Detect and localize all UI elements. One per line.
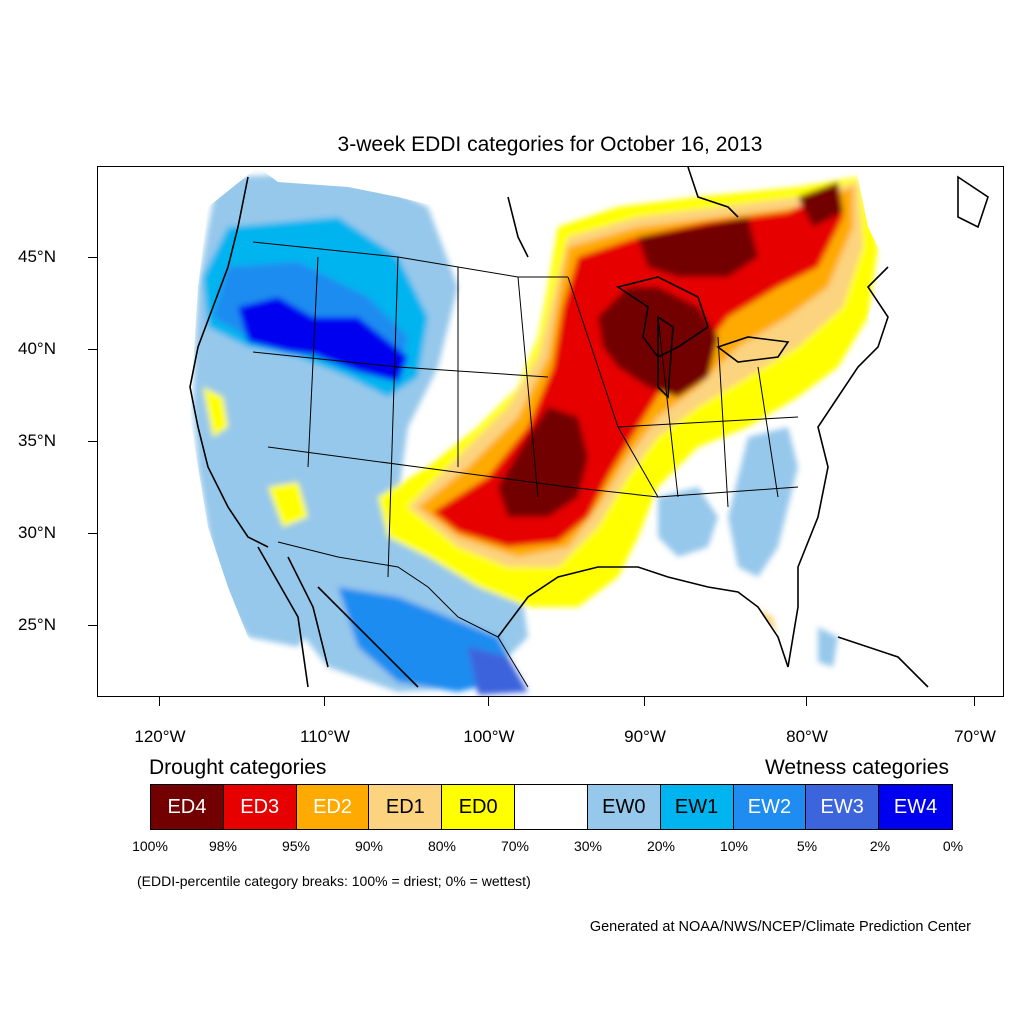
lon-label-110: 110°W <box>300 727 350 746</box>
region-ew3-gulf <box>468 647 528 695</box>
cuba <box>837 636 929 688</box>
outside-mask <box>98 167 1003 696</box>
pacific-coast <box>189 176 269 548</box>
lon-tick <box>324 697 325 706</box>
lat-tick <box>88 533 97 534</box>
lon-label-70: 70°W <box>954 727 996 746</box>
legend-percent-label: 10% <box>719 838 749 854</box>
legend-percent-label: 0% <box>942 838 964 854</box>
legend-category-ew1: EW1 <box>660 785 734 829</box>
region-ed4-north <box>638 217 758 277</box>
credit-text: Generated at NOAA/NWS/NCEP/Climate Predi… <box>589 919 971 935</box>
legend-percent-label: 2% <box>869 838 891 854</box>
lon-tick <box>644 697 645 706</box>
hudson-bay <box>687 167 739 218</box>
lat-label-40: 40°N <box>18 339 56 358</box>
gulf-coast <box>497 566 789 668</box>
great-lakes <box>616 276 790 399</box>
coastlines <box>189 167 989 688</box>
lat-tick <box>88 257 97 258</box>
legend-percent-label: 90% <box>354 838 384 854</box>
region-ew0-southeast2 <box>658 487 718 557</box>
baja-coast <box>257 546 329 688</box>
lat-tick <box>88 349 97 350</box>
lon-label-90: 90°W <box>624 727 666 746</box>
legend-category-ed2: ED2 <box>296 785 370 829</box>
map-frame <box>97 166 1004 697</box>
legend-drought-title: Drought categories <box>149 756 327 779</box>
legend-category-ew3: EW3 <box>806 785 880 829</box>
eddi-map <box>98 167 1003 696</box>
lon-label-80: 80°W <box>786 727 828 746</box>
legend-category-ed1: ED1 <box>369 785 443 829</box>
atlantic-coast <box>787 266 889 668</box>
legend-percent-label: 95% <box>281 838 311 854</box>
region-ew0-florida <box>818 627 838 667</box>
lat-label-25: 25°N <box>18 615 56 634</box>
legend-percent-label: 80% <box>427 838 457 854</box>
region-ed4-canada <box>798 182 843 227</box>
legend-category-ew2: EW2 <box>733 785 807 829</box>
lon-tick <box>806 697 807 706</box>
legend-category-neutral <box>515 785 588 829</box>
legend-percent-label: 5% <box>796 838 818 854</box>
lake-winnipeg <box>507 196 529 258</box>
lat-tick <box>88 625 97 626</box>
breaks-note: (EDDI-percentile category breaks: 100% =… <box>137 873 531 889</box>
region-ed4-plains <box>498 407 588 517</box>
legend-color-bar: ED4 ED3 ED2 ED1 ED0 EW0 EW1 EW2 EW3 EW4 <box>150 784 953 830</box>
legend-category-ew0: EW0 <box>587 785 661 829</box>
lat-label-30: 30°N <box>18 523 56 542</box>
region-ed0-arizona <box>268 482 308 527</box>
mexico-west-coast <box>317 586 419 688</box>
lon-tick <box>488 697 489 706</box>
newfoundland <box>957 175 989 229</box>
state-lines <box>252 256 799 578</box>
legend-percent-label: 30% <box>573 838 603 854</box>
legend-percent-label: 20% <box>646 838 676 854</box>
region-ed0-california <box>203 387 228 437</box>
lat-tick <box>88 441 97 442</box>
map-title: 3-week EDDI categories for October 16, 2… <box>337 133 763 156</box>
legend-category-ed0: ED0 <box>442 785 516 829</box>
legend-percent-label: 98% <box>208 838 238 854</box>
lon-label-100: 100°W <box>463 727 515 746</box>
legend-category-ew4: EW4 <box>879 785 952 829</box>
legend-category-ed4: ED4 <box>151 785 224 829</box>
lat-label-45: 45°N <box>18 247 56 266</box>
lon-label-120: 120°W <box>134 727 186 746</box>
legend-percent-label: 100% <box>132 838 168 854</box>
region-ew4-idaho <box>238 297 338 357</box>
lon-tick <box>974 697 975 706</box>
category-shading <box>193 172 878 695</box>
lat-label-35: 35°N <box>18 431 56 450</box>
legend-wetness-title: Wetness categories <box>764 756 949 779</box>
region-ew0-southeast <box>728 427 798 577</box>
lon-tick <box>159 697 160 706</box>
legend-category-ed3: ED3 <box>223 785 297 829</box>
legend-percent-label: 70% <box>500 838 530 854</box>
